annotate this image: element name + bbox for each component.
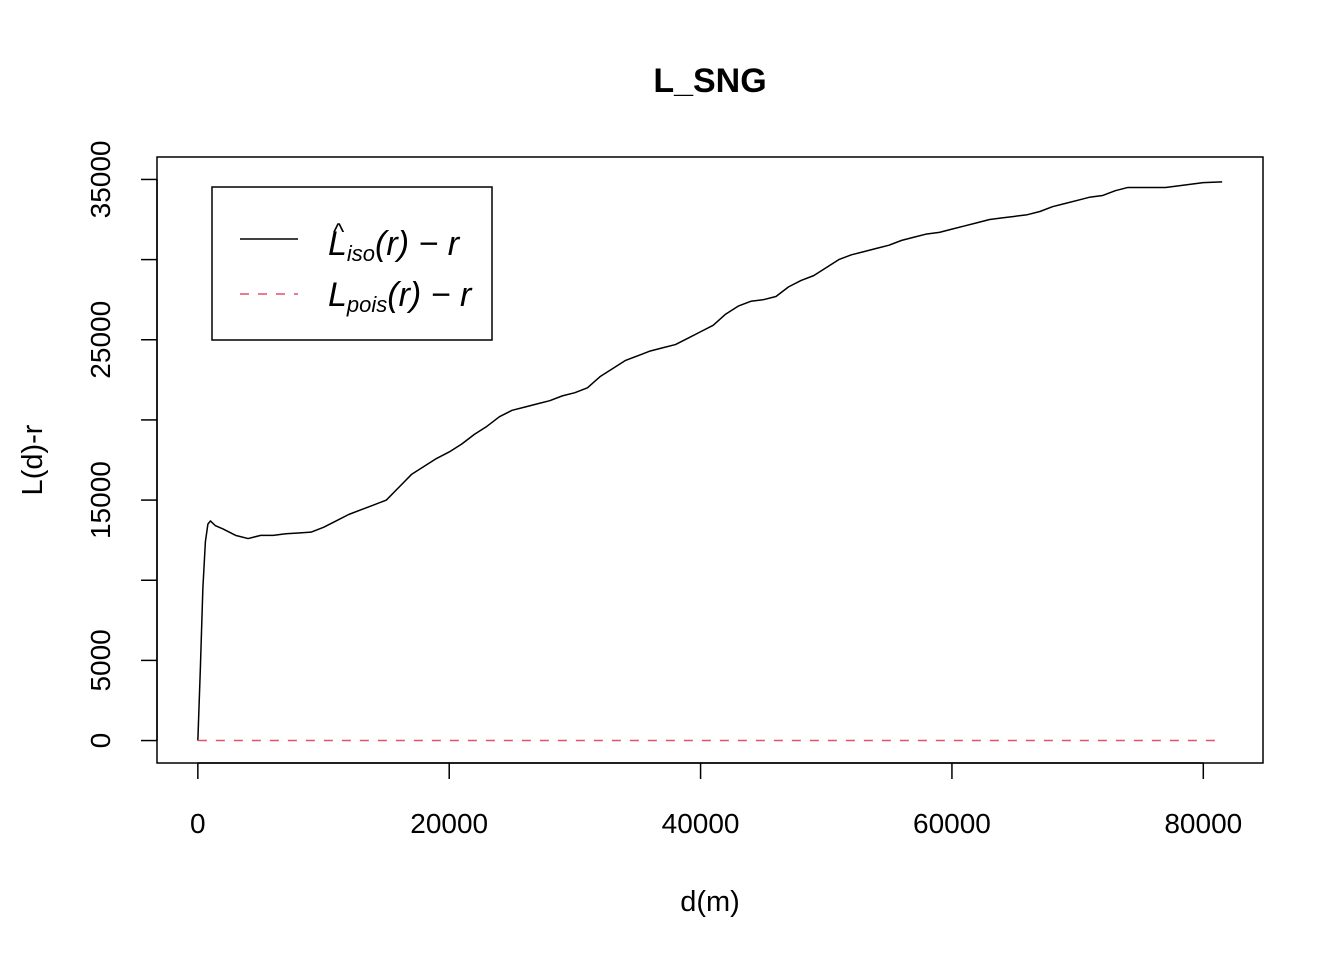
legend-theoretical-sub: pois bbox=[346, 292, 387, 317]
x-tick-label: 0 bbox=[190, 808, 206, 839]
chart-title: L_SNG bbox=[653, 62, 766, 100]
legend-observed-tail: (r) − r bbox=[375, 225, 461, 263]
legend-box bbox=[211, 186, 493, 341]
y-tick-label: 15000 bbox=[85, 461, 116, 539]
legend-entry-theoretical: Lpois(r) − r bbox=[328, 276, 473, 317]
y-tick-label: 35000 bbox=[85, 141, 116, 219]
y-tick-label: 0 bbox=[85, 733, 116, 749]
x-tick-label: 60000 bbox=[913, 808, 991, 839]
legend-theoretical-main: L bbox=[328, 276, 347, 314]
legend-entry-observed: Liso(r) − r bbox=[328, 225, 461, 266]
x-tick-label: 80000 bbox=[1164, 808, 1242, 839]
series-line-observed bbox=[197, 181, 1223, 741]
x-tick-label: 40000 bbox=[662, 808, 740, 839]
legend-observed-main: L bbox=[328, 225, 347, 263]
legend-hat: ^ bbox=[333, 219, 345, 246]
legend-observed-sub: iso bbox=[347, 241, 375, 266]
y-tick-label: 5000 bbox=[85, 629, 116, 691]
y-axis-label: L(d)-r bbox=[17, 424, 49, 495]
y-tick-label: 25000 bbox=[85, 301, 116, 379]
x-tick-label: 20000 bbox=[410, 808, 488, 839]
legend-theoretical-tail: (r) − r bbox=[387, 276, 473, 314]
legend: Liso(r) − r ^ Lpois(r) − r bbox=[211, 186, 493, 341]
x-axis-label: d(m) bbox=[680, 886, 740, 918]
